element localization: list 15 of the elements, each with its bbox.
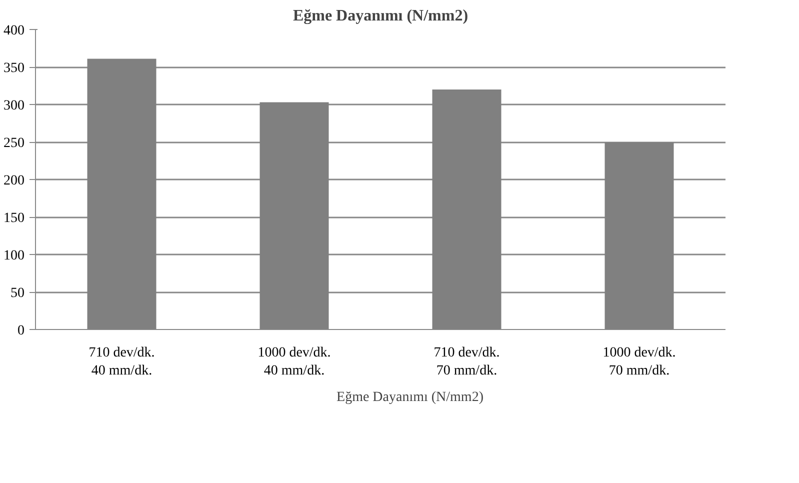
y-tick-label: 300	[4, 98, 24, 114]
text: Eğme Dayanımı (N/mm2)	[336, 390, 484, 406]
y-tick-label: 250	[4, 136, 24, 151]
x-tick-label: 710 dev/dk. 40 mm/dk.	[88, 346, 155, 378]
y-tick-label: 400	[4, 24, 24, 38]
x-tick-label: 1000 dev/dk. 70 mm/dk.	[602, 346, 676, 378]
y-tick-label: 100	[4, 248, 24, 264]
y-tick-label: 0	[18, 324, 24, 338]
y-tick-label: 200	[4, 174, 24, 188]
y-tick-label: 350	[4, 61, 24, 76]
y-tick-label: 150	[4, 211, 24, 226]
x-tick-label: 710 dev/dk. 70 mm/dk.	[434, 346, 500, 378]
y-tick-label: 50	[10, 286, 24, 301]
chart-title: Eğme Dayanımı (N/mm2)	[292, 8, 468, 24]
x-tick-label: 1000 dev/dk. 40 mm/dk.	[258, 346, 331, 378]
